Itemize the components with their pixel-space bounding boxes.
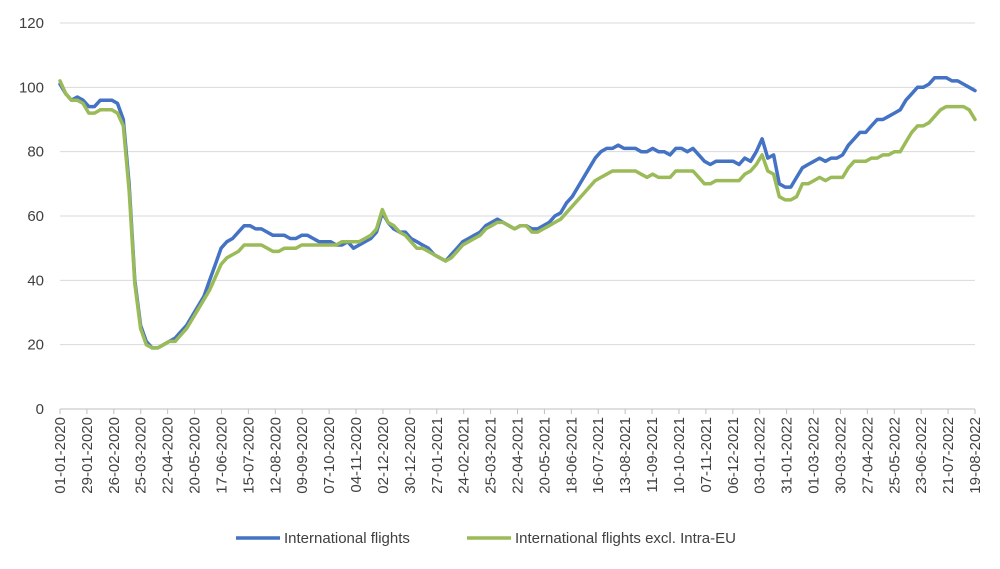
x-tick-label: 15-07-2020 [240, 417, 257, 494]
x-tick-label: 07-11-2021 [698, 417, 715, 493]
x-tick-label: 12-08-2020 [267, 417, 284, 494]
x-tick-label: 29-01-2020 [79, 417, 96, 494]
gridlines [60, 22, 975, 346]
x-tick-label: 18-06-2021 [563, 417, 580, 494]
x-tick-label: 02-12-2020 [375, 417, 392, 494]
x-tick-label: 01-01-2020 [52, 417, 69, 494]
x-tick-label: 19-08-2022 [967, 417, 984, 494]
x-tick-label: 11-09-2021 [644, 417, 661, 493]
x-tick-label: 30-03-2022 [832, 417, 849, 494]
y-tick-label: 60 [27, 208, 44, 225]
legend-label-1: International flights [284, 530, 410, 547]
x-tick-label: 30-12-2020 [402, 417, 419, 494]
x-tick-label: 17-06-2020 [213, 417, 230, 494]
x-tick-label: 06-12-2021 [725, 417, 742, 494]
x-tick-label: 23-06-2022 [913, 417, 930, 494]
x-tick-label: 22-04-2020 [160, 417, 177, 494]
y-tick-label: 0 [36, 401, 44, 418]
series-line-2 [58, 79, 977, 350]
x-tick-label: 31-01-2022 [779, 417, 796, 494]
x-tick-label: 20-05-2021 [536, 417, 553, 494]
x-tick-label: 01-03-2022 [806, 417, 823, 494]
y-tick-label: 100 [19, 79, 44, 96]
x-tick-label: 03-01-2022 [752, 417, 769, 494]
x-tick-label: 16-07-2021 [590, 417, 607, 494]
y-tick-label: 80 [27, 144, 44, 161]
x-tick-label: 04-11-2020 [348, 417, 365, 493]
x-tick-label: 20-05-2020 [187, 417, 204, 494]
x-tick-label: 22-04-2021 [510, 417, 527, 494]
legend-label-2: International flights excl. Intra-EU [515, 530, 736, 547]
x-tick-label: 07-10-2020 [321, 417, 338, 494]
x-tick-label: 25-03-2020 [133, 417, 150, 494]
x-tick-label: 25-05-2022 [886, 417, 903, 494]
x-tick-label: 27-01-2021 [429, 417, 446, 494]
x-tick-label: 24-02-2021 [456, 417, 473, 494]
x-tick-label: 13-08-2021 [617, 417, 634, 494]
x-tick-label: 09-09-2020 [294, 417, 311, 494]
x-tick-label: 26-02-2020 [106, 417, 123, 494]
y-tick-label: 40 [27, 272, 44, 289]
legend: International flights International fligh… [236, 530, 736, 547]
y-tick-label: 120 [19, 15, 44, 32]
x-tick-label: 10-10-2021 [671, 417, 688, 494]
x-tick-label: 27-04-2022 [859, 417, 876, 494]
y-tick-label: 20 [27, 337, 44, 354]
x-tick-label: 21-07-2022 [940, 417, 957, 494]
x-tick-label: 25-03-2021 [483, 417, 500, 494]
axes: 0 20 40 60 80 100 120 01-01-2020 29-01-2020 26-02… [19, 15, 984, 494]
series-lines [58, 75, 977, 350]
